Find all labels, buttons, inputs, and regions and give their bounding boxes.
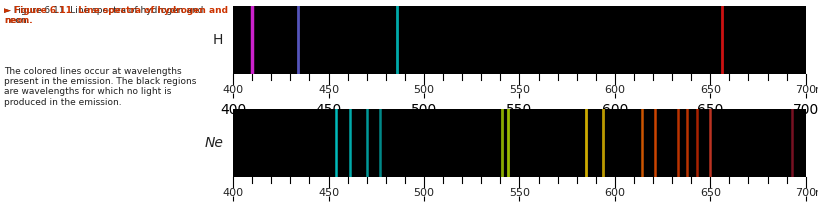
Text: 650: 650 [699, 188, 721, 198]
Text: ► Figure 6.11  Line spectra of hydrogen and
neon.: ► Figure 6.11 Line spectra of hydrogen a… [4, 6, 204, 25]
Text: 650: 650 [699, 85, 721, 95]
Text: 550: 550 [509, 188, 530, 198]
Text: Ne: Ne [204, 136, 223, 150]
Text: 700: 700 [795, 85, 816, 95]
Text: 700: 700 [795, 188, 816, 198]
Text: 400: 400 [222, 188, 244, 198]
Text: 450: 450 [318, 85, 339, 95]
Text: ► Figure 6.11  Line spectra of hydrogen and
neon.: ► Figure 6.11 Line spectra of hydrogen a… [4, 6, 228, 25]
Text: 500: 500 [413, 85, 434, 95]
Text: 400: 400 [222, 85, 244, 95]
Text: 450: 450 [318, 188, 339, 198]
Text: 600: 600 [605, 188, 626, 198]
Text: H: H [213, 33, 223, 47]
Text: 550: 550 [509, 85, 530, 95]
Text: 600: 600 [605, 85, 626, 95]
Text: nm: nm [816, 85, 818, 95]
Text: nm: nm [816, 188, 818, 198]
Text: The colored lines occur at wavelengths
present in the emission. The black region: The colored lines occur at wavelengths p… [4, 67, 196, 107]
Text: 500: 500 [413, 188, 434, 198]
